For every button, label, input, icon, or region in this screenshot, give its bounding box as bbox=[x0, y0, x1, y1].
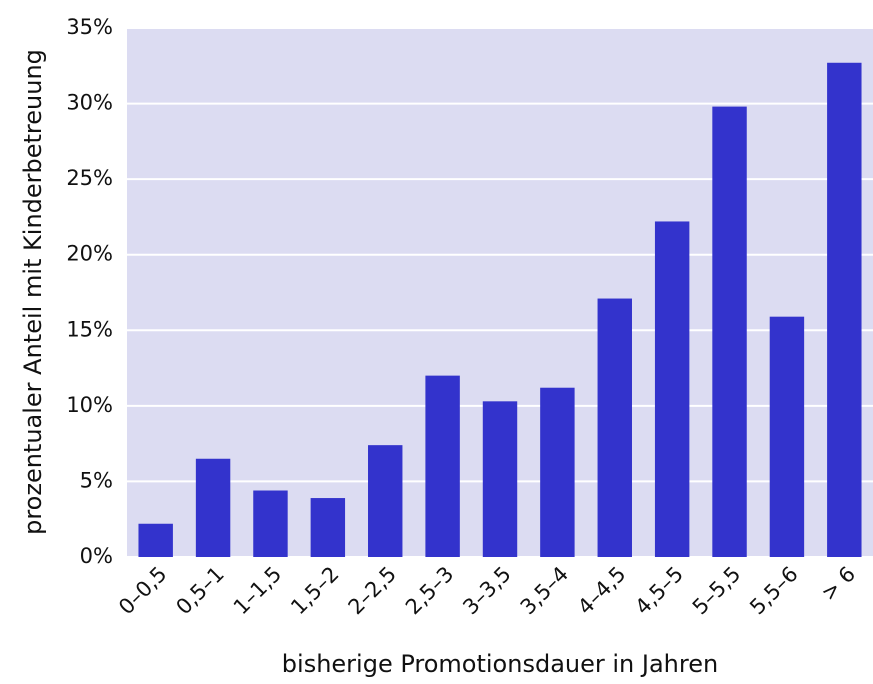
bar bbox=[712, 106, 747, 557]
y-tick-label: 5% bbox=[80, 468, 113, 492]
x-tick-label: 3,5–4 bbox=[516, 562, 573, 619]
x-tick-label: 2,5–3 bbox=[401, 562, 458, 619]
x-tick-label: 2–2,5 bbox=[344, 562, 401, 619]
bar bbox=[597, 298, 632, 557]
bar bbox=[253, 490, 288, 557]
y-tick-label: 20% bbox=[66, 242, 113, 266]
y-tick-label: 15% bbox=[66, 317, 113, 341]
bar bbox=[540, 387, 575, 557]
x-tick-label: 5–5,5 bbox=[688, 562, 745, 619]
y-tick-label: 0% bbox=[80, 544, 113, 568]
y-tick-label: 10% bbox=[66, 393, 113, 417]
x-tick-label: 1,5–2 bbox=[286, 562, 343, 619]
bar bbox=[769, 316, 805, 557]
y-axis-label: prozentualer Anteil mit Kinderbetreuung bbox=[19, 49, 47, 535]
bar bbox=[310, 498, 346, 557]
bar bbox=[654, 221, 690, 557]
x-tick-label: 3–3,5 bbox=[458, 562, 515, 619]
y-tick-label: 25% bbox=[66, 166, 113, 190]
bar bbox=[425, 375, 460, 557]
x-tick-label: > 6 bbox=[816, 562, 860, 606]
x-axis-label: bisherige Promotionsdauer in Jahren bbox=[282, 650, 718, 678]
x-tick-label: 5,5–6 bbox=[745, 562, 802, 619]
x-tick-label: 0–0,5 bbox=[114, 562, 171, 619]
bar bbox=[482, 401, 518, 557]
bar bbox=[138, 523, 173, 557]
x-tick-label: 4–4,5 bbox=[573, 562, 630, 619]
x-tick-label: 4,5–5 bbox=[630, 562, 687, 619]
bar bbox=[827, 62, 862, 558]
x-tick-label: 0,5–1 bbox=[171, 562, 228, 619]
y-tick-label: 30% bbox=[66, 91, 113, 115]
x-tick-label: 1–1,5 bbox=[229, 562, 286, 619]
bar bbox=[368, 445, 403, 557]
bar bbox=[195, 458, 231, 557]
y-tick-label: 35% bbox=[66, 15, 113, 39]
